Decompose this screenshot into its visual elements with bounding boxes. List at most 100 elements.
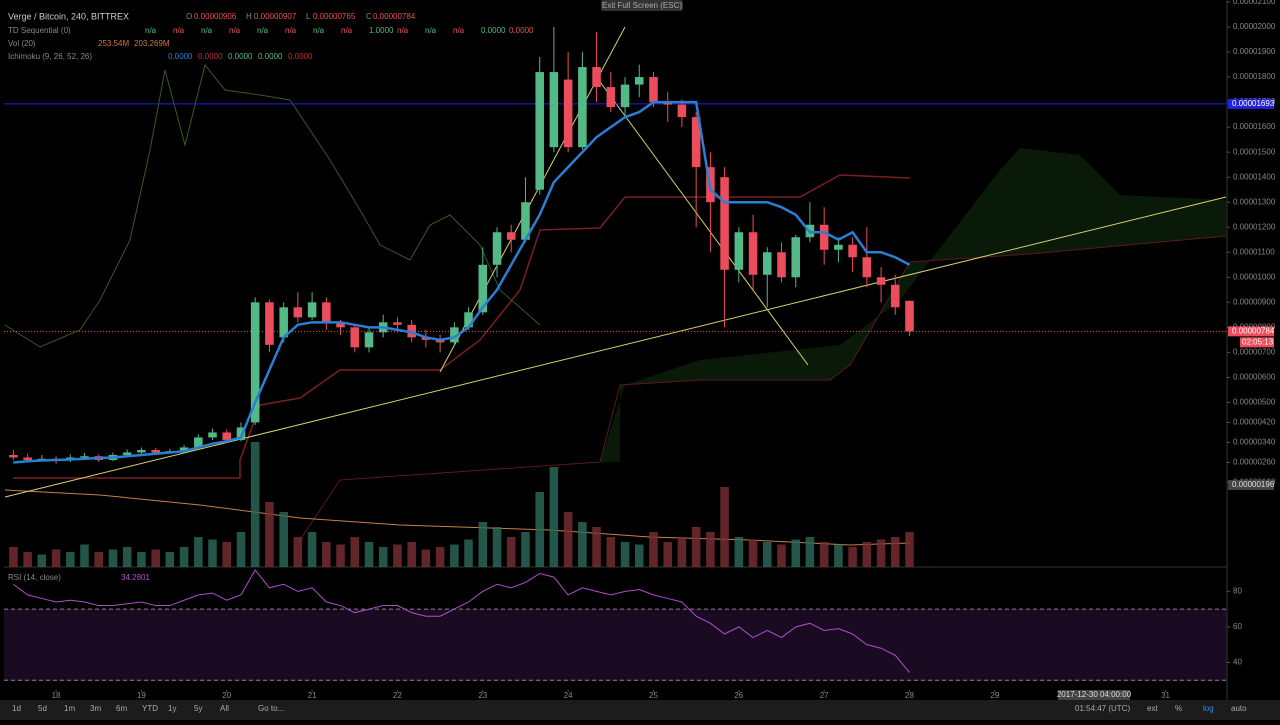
candle-body <box>663 102 673 105</box>
td-value: n/a <box>173 26 185 35</box>
cloud-edge <box>299 235 1227 541</box>
price-label: 0.00001693 <box>1232 99 1275 108</box>
volume-bar <box>250 442 260 567</box>
ichimoku-value: 0.0000 <box>228 52 253 61</box>
range-button[interactable]: 5d <box>38 704 47 713</box>
volume-bar <box>122 547 132 567</box>
candle-body <box>194 437 203 448</box>
volume-bar <box>435 547 445 567</box>
candle-body <box>222 432 232 440</box>
td-value: n/a <box>257 26 269 35</box>
volume-bar <box>606 537 616 567</box>
range-button[interactable]: YTD <box>142 704 158 713</box>
candle-body <box>762 252 772 275</box>
volume-bar <box>165 552 175 567</box>
volume-bar <box>51 549 61 567</box>
range-button[interactable]: 1m <box>64 704 75 713</box>
y-tick-label: 0.00002100 <box>1233 0 1276 6</box>
candle-body <box>720 177 729 270</box>
volume-bar <box>762 542 772 567</box>
ichimoku-value: 0.0000 <box>168 52 193 61</box>
h-value: 0.00000907 <box>254 12 297 21</box>
volume-bar <box>706 532 715 567</box>
candle-body <box>478 264 488 313</box>
volume-bar <box>108 549 118 567</box>
exit-button[interactable]: Exit Full Screen (ESC) <box>602 1 682 10</box>
volume-bar <box>876 539 886 567</box>
candle-body <box>563 79 573 148</box>
candle-body <box>848 244 857 258</box>
candle-body <box>208 432 217 438</box>
volume-bar <box>535 492 544 567</box>
volume-bar <box>905 532 914 567</box>
volume-bar <box>80 544 89 567</box>
volume-bar <box>734 537 744 567</box>
symbol: Verge / Bitcoin, 240, BITTREX <box>8 11 129 21</box>
candle-body <box>350 327 360 348</box>
volume-bar <box>819 542 829 567</box>
candle-body <box>549 72 559 148</box>
td-name: TD Sequential (0) <box>8 26 71 35</box>
candle-body <box>506 232 516 240</box>
x-tick-label: 20 <box>222 691 231 700</box>
range-button[interactable]: 3m <box>90 704 101 713</box>
volume-bar <box>848 547 857 567</box>
candle-body <box>364 332 374 348</box>
candle-body <box>862 257 872 278</box>
range-button[interactable]: 6m <box>116 704 127 713</box>
volume-bar <box>421 549 431 567</box>
volume-bar <box>66 552 75 567</box>
td-value: n/a <box>313 26 325 35</box>
candle-body <box>322 302 331 323</box>
volume-bar <box>179 547 189 567</box>
volume-bar <box>677 537 687 567</box>
volume-bar <box>407 542 416 567</box>
volume-bar <box>336 544 345 567</box>
trend-line <box>4 196 1227 498</box>
rsi-line <box>13 569 910 673</box>
candle-body <box>336 322 345 328</box>
volume-bar <box>805 537 815 567</box>
rsi-value: 34.2801 <box>121 573 150 582</box>
volume-bar <box>236 532 246 567</box>
candle-body <box>748 232 758 275</box>
y-tick-label: 0.00002000 <box>1233 22 1276 31</box>
crosshair-x-label: 2017-12-30 04:00:00 <box>1057 690 1132 699</box>
x-tick-label: 28 <box>905 691 914 700</box>
y-tick-label: 0.00001500 <box>1233 147 1276 156</box>
range-button[interactable]: 5y <box>194 704 202 713</box>
x-tick-label: 22 <box>393 691 402 700</box>
y-tick-label: 0.00001100 <box>1233 247 1275 256</box>
td-value: n/a <box>145 26 157 35</box>
candle-body <box>151 449 160 453</box>
range-button[interactable]: 1d <box>12 704 21 713</box>
candle-body <box>905 300 914 332</box>
volume-bar <box>578 522 587 567</box>
candle-body <box>250 302 260 423</box>
goto-button[interactable]: Go to... <box>258 704 284 713</box>
volume-bar <box>364 542 374 567</box>
volume-bar <box>492 527 502 567</box>
option-button[interactable]: log <box>1203 704 1214 713</box>
candle-body <box>535 72 544 190</box>
vol-ma-value: 203.269M <box>134 39 170 48</box>
volume-bar <box>307 532 317 567</box>
option-button[interactable]: % <box>1175 704 1182 713</box>
candle-body <box>521 202 530 240</box>
option-button[interactable]: auto <box>1231 704 1247 713</box>
l-value: 0.00000765 <box>313 12 356 21</box>
x-tick-label: 29 <box>990 691 999 700</box>
candle-body <box>734 232 744 270</box>
rsi-tick-label: 80 <box>1233 586 1242 595</box>
option-button[interactable]: ext <box>1147 704 1158 713</box>
td-value: n/a <box>397 26 409 35</box>
range-button[interactable]: All <box>220 704 229 713</box>
x-tick-label: 18 <box>52 691 61 700</box>
candle-body <box>890 284 900 308</box>
volume-bar <box>791 539 801 567</box>
y-tick-label: 0.00000420 <box>1233 418 1276 427</box>
range-button[interactable]: 1y <box>168 704 176 713</box>
volume-bar <box>9 547 18 567</box>
exit-button-bg[interactable] <box>601 0 683 11</box>
candle-body <box>876 277 886 285</box>
